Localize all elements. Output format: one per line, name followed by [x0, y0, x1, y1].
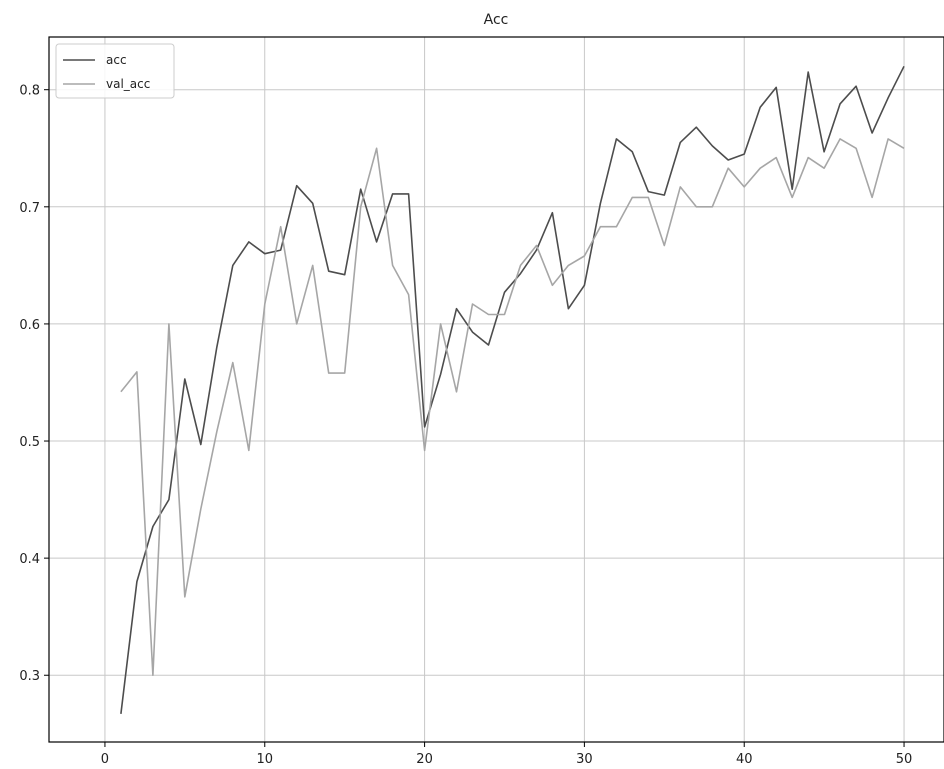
- series-line-acc: [120, 65, 905, 714]
- legend: acc val_acc: [55, 43, 175, 99]
- y-tick-label: 0.3: [19, 669, 40, 684]
- y-tick-label: 0.4: [19, 552, 40, 567]
- plot-frame: [48, 36, 944, 743]
- chart-title: Acc: [484, 12, 509, 28]
- series-lines: [120, 65, 905, 714]
- axis-ticks: 0 10 20 30 40 50 0.3 0.4 0.5 0.6 0.7 0.8: [19, 84, 912, 767]
- legend-label-val_acc: val_acc: [106, 77, 150, 91]
- y-tick-label: 0.6: [19, 318, 40, 333]
- y-tick-label: 0.7: [19, 201, 40, 216]
- y-tick-label: 0.5: [19, 435, 40, 450]
- x-tick-label: 20: [416, 752, 433, 767]
- y-tick-label: 0.8: [19, 84, 40, 99]
- x-tick-label: 0: [101, 752, 109, 767]
- grid-lines: [49, 37, 944, 742]
- x-tick-label: 10: [256, 752, 273, 767]
- x-tick-label: 40: [736, 752, 753, 767]
- legend-label-acc: acc: [106, 53, 127, 67]
- series-line-val_acc: [120, 138, 905, 677]
- x-tick-label: 50: [896, 752, 913, 767]
- x-tick-label: 30: [576, 752, 593, 767]
